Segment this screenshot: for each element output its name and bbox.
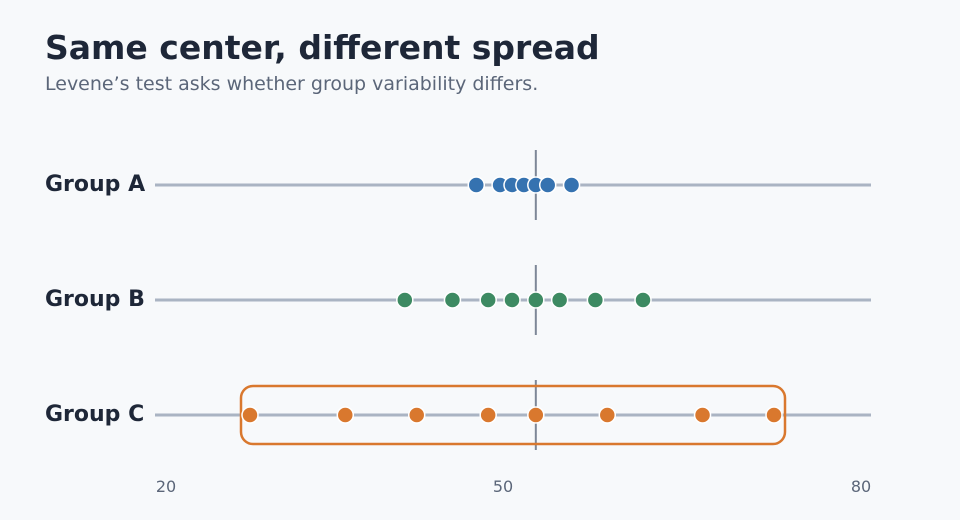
data-point — [586, 291, 605, 309]
group-row: Group C — [45, 380, 871, 450]
data-point — [241, 406, 259, 424]
data-point — [538, 176, 557, 194]
data-point — [443, 291, 462, 309]
data-point — [479, 406, 497, 424]
group-label: Group A — [45, 172, 145, 197]
x-tick-label: 80 — [851, 477, 871, 496]
data-point — [550, 291, 569, 309]
group-label: Group B — [45, 287, 145, 312]
data-point — [503, 291, 521, 309]
data-point — [527, 291, 545, 309]
data-point — [634, 291, 652, 309]
data-point — [396, 291, 414, 309]
data-point — [527, 406, 545, 424]
data-point — [479, 291, 497, 309]
group-row: Group B — [45, 265, 871, 335]
x-tick-label: 20 — [156, 477, 176, 496]
data-point — [693, 406, 712, 424]
group-row: Group A — [45, 150, 871, 220]
plot-rows: Group A Group B Group C — [45, 150, 871, 450]
data-point — [336, 406, 355, 424]
chart-subtitle: Levene’s test asks whether group variabi… — [45, 73, 539, 95]
spread-highlight-box — [239, 384, 787, 446]
data-point — [598, 406, 617, 424]
data-point — [562, 176, 581, 194]
x-axis: 20 50 80 — [156, 477, 871, 496]
x-tick-label: 50 — [493, 477, 513, 496]
data-point — [467, 176, 486, 194]
data-point — [765, 406, 783, 424]
data-point — [407, 406, 426, 424]
group-label: Group C — [45, 402, 144, 427]
chart-title: Same center, different spread — [45, 28, 600, 67]
